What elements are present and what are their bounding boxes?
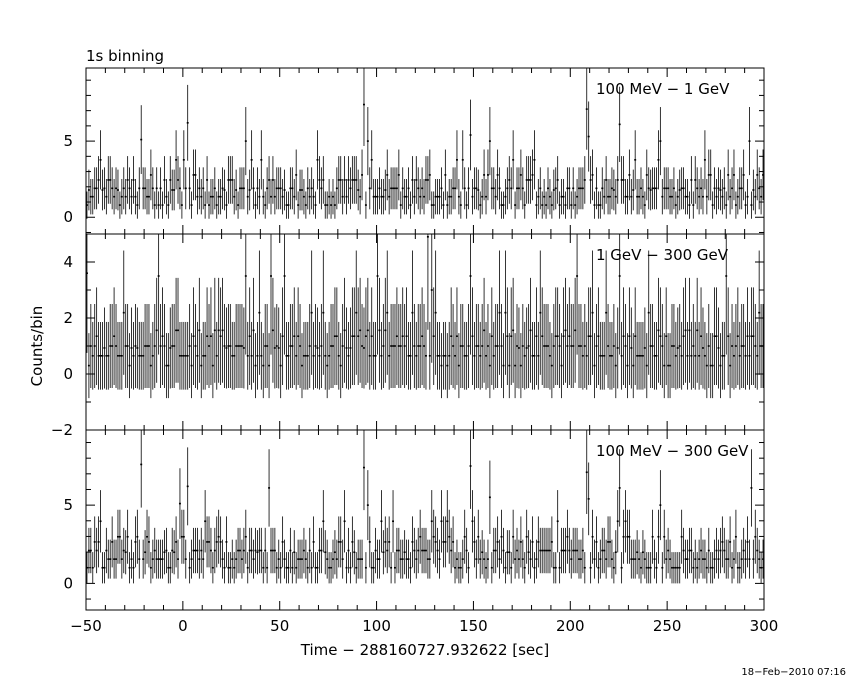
panel-frame	[85, 429, 765, 611]
y-tick-label: 0	[63, 365, 73, 383]
x-tick-label: 100	[362, 617, 391, 635]
y-axis-2: −2 0 2 4	[51, 233, 765, 439]
y-tick-label: 2	[63, 309, 73, 327]
y-axis-3: 05	[63, 430, 765, 610]
y-tick-label: 5	[63, 496, 73, 514]
x-tick-label: 150	[459, 617, 488, 635]
x-axis: −50 0 50 100 150 200 250 300	[70, 617, 778, 635]
y-tick-label: 0	[63, 574, 73, 592]
y-tick-label: 4	[63, 253, 73, 271]
x-tick-label: 50	[270, 617, 289, 635]
x-tick-label: −50	[70, 617, 102, 635]
energy-band-label: 100 MeV − 1 GeV	[596, 80, 730, 98]
y-tick-label: 5	[63, 132, 73, 150]
light-curve-3	[86, 430, 764, 584]
panel-2: −2 0 2 4 1 GeV − 300 GeV	[51, 233, 765, 439]
y-axis-1: 05	[63, 68, 765, 234]
x-tick-label: 250	[653, 617, 682, 635]
y-tick-label: 0	[63, 208, 73, 226]
x-tick-label: 0	[178, 617, 188, 635]
energy-band-label: 1 GeV − 300 GeV	[596, 246, 729, 264]
x-axis-label: Time − 288160727.932622 [sec]	[300, 641, 550, 659]
y-axis-label: Counts/bin	[28, 306, 46, 387]
light-curve-1	[86, 68, 764, 219]
timestamp: 18−Feb−2010 07:16	[741, 667, 846, 678]
x-tick-label: 300	[750, 617, 779, 635]
light-curve-2	[86, 234, 764, 399]
energy-band-label: 100 MeV − 300 GeV	[596, 442, 749, 460]
chart-title: 1s binning	[86, 47, 164, 65]
x-tick-label: 200	[556, 617, 585, 635]
y-tick-label: −2	[51, 421, 73, 439]
